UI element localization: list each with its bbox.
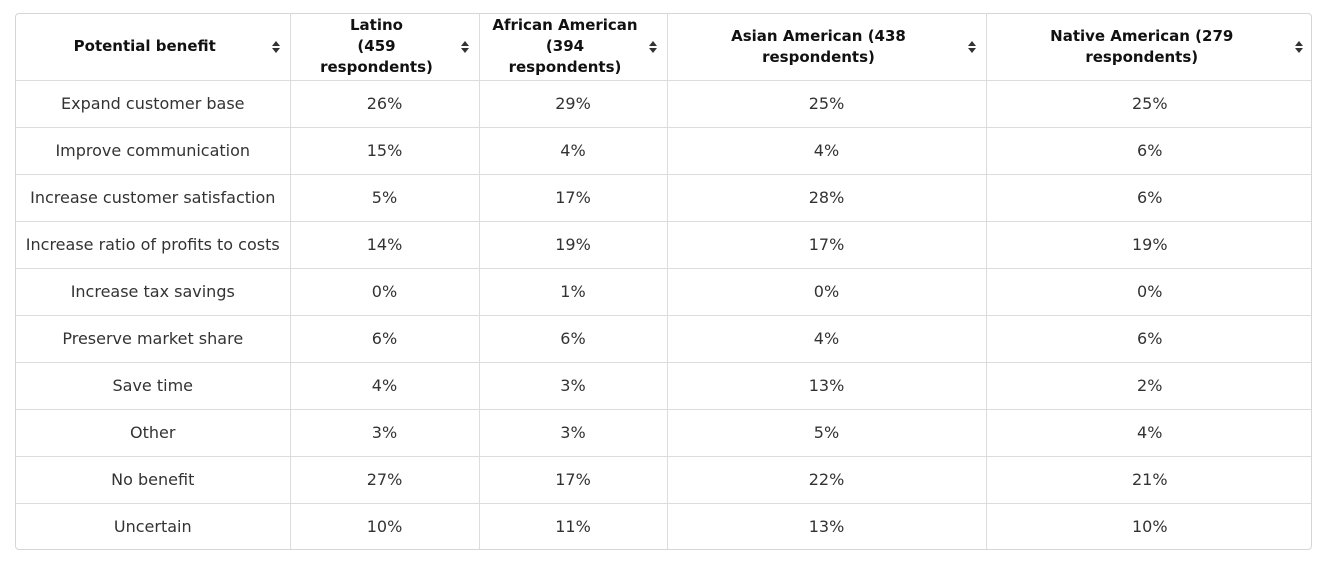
table-row: Uncertain 10% 11% 13% 10% — [16, 503, 1311, 549]
native-american-value-cell: 0% — [986, 268, 1311, 316]
native-american-value-cell: 6% — [986, 127, 1311, 175]
latino-value-cell: 4% — [290, 362, 480, 410]
column-header-asian-american[interactable]: Asian American (438 respondents) — [667, 14, 987, 81]
asian-american-value-cell: 5% — [667, 409, 987, 457]
native-american-value-cell: 6% — [986, 315, 1311, 363]
column-header-label: Asian American (438 respondents) — [731, 26, 906, 66]
asian-american-value-cell: 17% — [667, 221, 987, 269]
african-american-value-cell: 11% — [479, 503, 668, 549]
benefit-cell: Increase ratio of profits to costs — [16, 221, 291, 269]
native-american-value-cell: 4% — [986, 409, 1311, 457]
benefits-table: Potential benefit Latino (459 respondent… — [16, 14, 1311, 549]
latino-value-cell: 5% — [290, 174, 480, 222]
asian-american-value-cell: 22% — [667, 456, 987, 504]
benefit-cell: Uncertain — [16, 503, 291, 549]
african-american-value-cell: 6% — [479, 315, 668, 363]
asian-american-value-cell: 0% — [667, 268, 987, 316]
sort-icon[interactable] — [967, 40, 977, 54]
asian-american-value-cell: 13% — [667, 362, 987, 410]
native-american-value-cell: 25% — [986, 80, 1311, 128]
latino-value-cell: 6% — [290, 315, 480, 363]
asian-american-value-cell: 4% — [667, 315, 987, 363]
table-row: Preserve market share 6% 6% 4% 6% — [16, 315, 1311, 363]
column-header-label: Native American (279 respondents) — [1050, 26, 1234, 66]
latino-value-cell: 15% — [290, 127, 480, 175]
column-header-label: African American (394 respondents) — [492, 16, 638, 77]
table-row: No benefit 27% 17% 22% 21% — [16, 456, 1311, 504]
native-american-value-cell: 6% — [986, 174, 1311, 222]
column-header-native-american[interactable]: Native American (279 respondents) — [986, 14, 1311, 81]
table-row: Expand customer base 26% 29% 25% 25% — [16, 80, 1311, 128]
asian-american-value-cell: 13% — [667, 503, 987, 549]
asian-american-value-cell: 28% — [667, 174, 987, 222]
sort-icon[interactable] — [1295, 40, 1304, 54]
latino-value-cell: 3% — [290, 409, 480, 457]
african-american-value-cell: 1% — [479, 268, 668, 316]
column-header-label: Potential benefit — [73, 37, 216, 56]
benefit-cell: Save time — [16, 362, 291, 410]
column-header-african-american[interactable]: African American (394 respondents) — [479, 14, 668, 81]
data-table-container: Potential benefit Latino (459 respondent… — [15, 13, 1312, 550]
header-row: Potential benefit Latino (459 respondent… — [16, 14, 1311, 81]
latino-value-cell: 10% — [290, 503, 480, 549]
column-header-latino[interactable]: Latino (459 respondents) — [290, 14, 480, 81]
latino-value-cell: 26% — [290, 80, 480, 128]
column-header-label: Latino (459 respondents) — [320, 16, 433, 77]
african-american-value-cell: 17% — [479, 174, 668, 222]
native-american-value-cell: 10% — [1131, 517, 1168, 537]
asian-american-value-cell: 4% — [667, 127, 987, 175]
table-row: Other 3% 3% 5% 4% — [16, 409, 1311, 457]
benefit-cell: Increase tax savings — [16, 268, 291, 316]
sort-icon[interactable] — [648, 40, 658, 54]
african-american-value-cell: 19% — [479, 221, 668, 269]
latino-value-cell: 0% — [290, 268, 480, 316]
native-american-value-cell: 21% — [986, 456, 1311, 504]
benefit-cell: Improve communication — [16, 127, 291, 175]
asian-american-value-cell: 25% — [667, 80, 987, 128]
column-header-potential-benefit[interactable]: Potential benefit — [16, 14, 291, 81]
african-american-value-cell: 3% — [479, 362, 668, 410]
latino-value-cell: 27% — [290, 456, 480, 504]
benefit-cell: Expand customer base — [16, 80, 291, 128]
benefit-cell: Increase customer satisfaction — [16, 174, 291, 222]
sort-icon[interactable] — [460, 40, 470, 54]
native-american-value-cell: 2% — [986, 362, 1311, 410]
african-american-value-cell: 29% — [479, 80, 668, 128]
african-american-value-cell: 3% — [479, 409, 668, 457]
benefit-cell: Preserve market share — [16, 315, 291, 363]
table-row: Increase tax savings 0% 1% 0% 0% — [16, 268, 1311, 316]
benefit-cell: Other — [16, 409, 291, 457]
table-row: Increase ratio of profits to costs 14% 1… — [16, 221, 1311, 269]
table-row: Save time 4% 3% 13% 2% — [16, 362, 1311, 410]
african-american-value-cell: 17% — [479, 456, 668, 504]
african-american-value-cell: 4% — [479, 127, 668, 175]
benefit-cell: No benefit — [16, 456, 291, 504]
table-row: Increase customer satisfaction 5% 17% 28… — [16, 174, 1311, 222]
latino-value-cell: 14% — [290, 221, 480, 269]
table-row: Improve communication 15% 4% 4% 6% — [16, 127, 1311, 175]
sort-icon[interactable] — [271, 40, 281, 54]
native-american-value-cell: 19% — [986, 221, 1311, 269]
